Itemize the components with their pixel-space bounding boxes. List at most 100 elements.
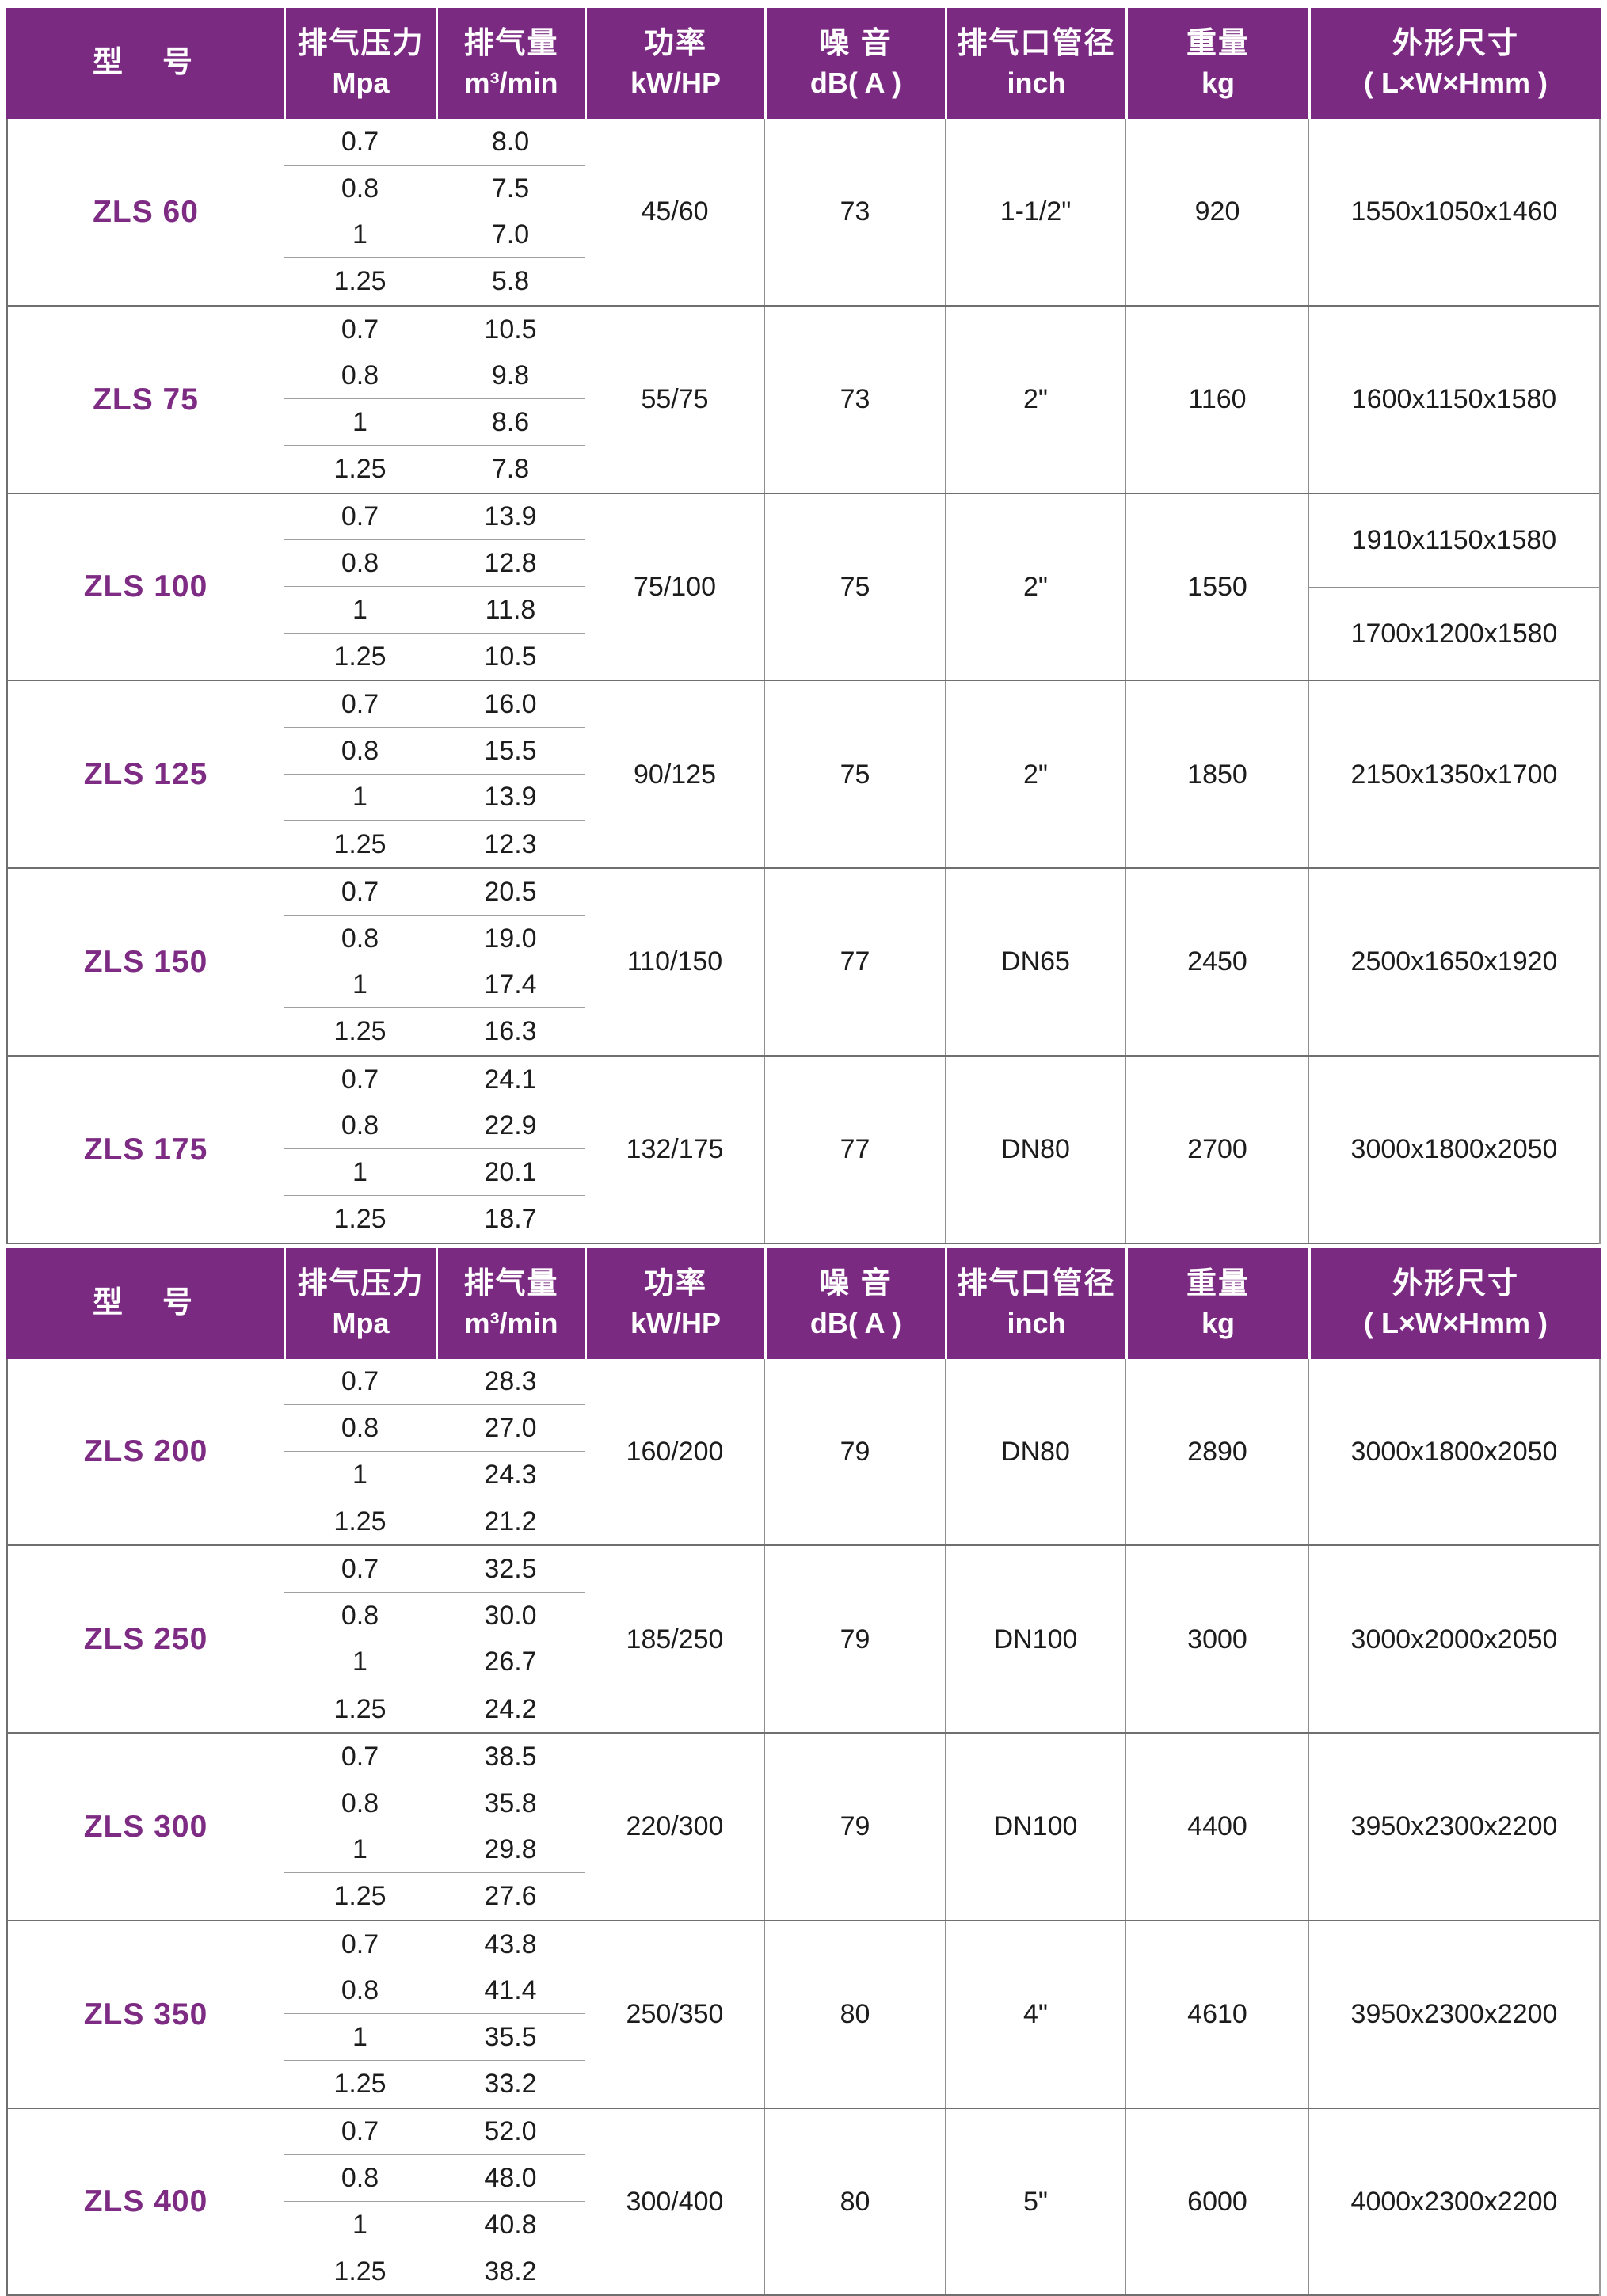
dimensions-value: 2500x1650x1920 — [1308, 869, 1599, 1055]
header-cell-weight: 重量 kg — [1125, 8, 1308, 119]
header-cell-pipe: 排气口管径 inch — [945, 8, 1125, 119]
header-cell-pipe: 排气口管径 inch — [945, 1247, 1125, 1359]
pressure-value: 0.7 — [284, 1056, 436, 1103]
flow-value: 35.8 — [436, 1780, 585, 1827]
weight-value: 4610 — [1125, 1921, 1308, 2108]
model-row-group: ZLS 300 0.7 0.8 1 1.25 38.5 35.8 29.8 27… — [8, 1734, 1599, 1921]
header-label-pipe: 排气口管径 — [957, 1266, 1116, 1300]
pressure-value: 0.7 — [284, 493, 436, 541]
header-label-dimensions: 外形尺寸 — [1392, 27, 1519, 61]
power-value: 132/175 — [585, 1056, 764, 1243]
flow-value: 41.4 — [436, 1967, 585, 2015]
flow-value: 29.8 — [436, 1826, 585, 1874]
model-row-group: ZLS 75 0.7 0.8 1 1.25 10.5 9.8 8.6 7.8 5… — [8, 306, 1599, 494]
flow-value: 8.6 — [436, 399, 585, 446]
model-row-group: ZLS 250 0.7 0.8 1 1.25 32.5 30.0 26.7 24… — [8, 1546, 1599, 1734]
pressure-value: 0.8 — [284, 1967, 436, 2015]
pipe-diameter-value: DN65 — [945, 869, 1125, 1055]
header-label-power: 功率 — [643, 27, 707, 61]
noise-value: 79 — [764, 1546, 945, 1732]
pressure-value: 0.7 — [284, 1734, 436, 1780]
noise-value: 77 — [764, 869, 945, 1055]
flow-value: 7.0 — [436, 211, 585, 259]
flow-value: 28.3 — [436, 1358, 585, 1406]
weight-value: 3000 — [1125, 1546, 1308, 1732]
flow-value: 33.2 — [436, 2060, 585, 2108]
dimensions-value: 1910x1150x1580 — [1308, 493, 1599, 587]
pressure-value: 0.7 — [284, 681, 436, 728]
header-unit-weight: kg — [1201, 1306, 1235, 1339]
pipe-diameter-value: 2" — [945, 681, 1125, 867]
dimensions-value: 1600x1150x1580 — [1308, 306, 1599, 493]
header-label-flow: 排气量 — [463, 27, 559, 61]
header-cell-pressure: 排气压力 Mpa — [284, 8, 436, 119]
power-value: 185/250 — [585, 1546, 764, 1732]
header-unit-noise: dB( A ) — [809, 67, 902, 100]
header-unit-pressure: Mpa — [332, 1306, 390, 1339]
header-label-pipe: 排气口管径 — [957, 27, 1116, 61]
noise-value: 79 — [764, 1358, 945, 1545]
model-row-group: ZLS 100 0.7 0.8 1 1.25 13.9 12.8 11.8 10… — [8, 493, 1599, 682]
flow-value: 21.2 — [436, 1498, 585, 1545]
header-cell-noise: 噪 音 dB( A ) — [764, 1247, 945, 1359]
table-body: ZLS 60 0.7 0.8 1 1.25 8.0 7.5 7.0 5.8 45… — [6, 119, 1601, 1244]
spec-table: 型 号 排气压力 Mpa 排气量 m³/min 功率 kW/HP 噪 音 dB(… — [6, 8, 1601, 2296]
noise-value: 80 — [764, 1921, 945, 2108]
header-label-pressure: 排气压力 — [297, 1266, 425, 1300]
header-label-weight: 重量 — [1186, 27, 1250, 61]
pipe-diameter-value: DN80 — [945, 1056, 1125, 1243]
flow-value: 24.2 — [436, 1685, 585, 1732]
table-section: 型 号 排气压力 Mpa 排气量 m³/min 功率 kW/HP 噪 音 dB(… — [6, 8, 1601, 1244]
pipe-diameter-value: DN100 — [945, 1546, 1125, 1732]
dimensions-value: 1550x1050x1460 — [1308, 119, 1599, 305]
pressure-value: 0.7 — [284, 1921, 436, 1968]
header-unit-pipe: inch — [1007, 67, 1066, 100]
model-name: ZLS 100 — [83, 569, 208, 604]
pipe-diameter-value: 4" — [945, 1921, 1125, 2108]
header-cell-dimensions: 外形尺寸 ( L×W×Hmm ) — [1308, 1247, 1601, 1359]
pressure-value: 1.25 — [284, 1195, 436, 1243]
pressure-value: 0.8 — [284, 727, 436, 775]
power-value: 45/60 — [585, 119, 764, 305]
table-section: 型 号 排气压力 Mpa 排气量 m³/min 功率 kW/HP 噪 音 dB(… — [6, 1247, 1601, 2296]
noise-value: 80 — [764, 2108, 945, 2295]
header-label-dimensions: 外形尺寸 — [1392, 1266, 1519, 1300]
dimensions-value: 2150x1350x1700 — [1308, 681, 1599, 867]
flow-value: 30.0 — [436, 1592, 585, 1639]
weight-value: 6000 — [1125, 2108, 1308, 2295]
pipe-diameter-value: DN80 — [945, 1358, 1125, 1545]
pipe-diameter-value: 2" — [945, 493, 1125, 680]
pressure-value: 1 — [284, 399, 436, 446]
flow-value: 38.5 — [436, 1734, 585, 1780]
pressure-value: 0.8 — [284, 352, 436, 400]
header-cell-power: 功率 kW/HP — [585, 8, 764, 119]
pressure-value: 1 — [284, 211, 436, 259]
table-header-row: 型 号 排气压力 Mpa 排气量 m³/min 功率 kW/HP 噪 音 dB(… — [6, 8, 1601, 119]
header-label-flow: 排气量 — [463, 1266, 559, 1300]
flow-value: 48.0 — [436, 2155, 585, 2202]
model-row-group: ZLS 60 0.7 0.8 1 1.25 8.0 7.5 7.0 5.8 45… — [8, 119, 1599, 307]
flow-value: 17.4 — [436, 961, 585, 1009]
flow-value: 12.8 — [436, 540, 585, 587]
pipe-diameter-value: 5" — [945, 2108, 1125, 2295]
header-label-pressure: 排气压力 — [297, 27, 425, 61]
pressure-value: 1 — [284, 1639, 436, 1686]
flow-value: 27.0 — [436, 1405, 585, 1452]
flow-value: 16.3 — [436, 1008, 585, 1055]
flow-value: 7.5 — [436, 165, 585, 212]
model-row-group: ZLS 175 0.7 0.8 1 1.25 24.1 22.9 20.1 18… — [8, 1056, 1599, 1244]
header-unit-flow: m³/min — [464, 1306, 558, 1339]
header-unit-weight: kg — [1201, 67, 1235, 100]
flow-value: 40.8 — [436, 2201, 585, 2248]
noise-value: 75 — [764, 681, 945, 867]
flow-value: 10.5 — [436, 633, 585, 680]
model-name: ZLS 75 — [93, 382, 199, 417]
power-value: 75/100 — [585, 493, 764, 680]
pressure-value: 1 — [284, 961, 436, 1009]
header-unit-flow: m³/min — [464, 67, 558, 100]
pressure-value: 0.8 — [284, 1592, 436, 1639]
dimensions-value: 1700x1200x1580 — [1308, 586, 1599, 680]
weight-value: 920 — [1125, 119, 1308, 305]
power-value: 110/150 — [585, 869, 764, 1055]
pressure-value: 0.7 — [284, 119, 436, 166]
